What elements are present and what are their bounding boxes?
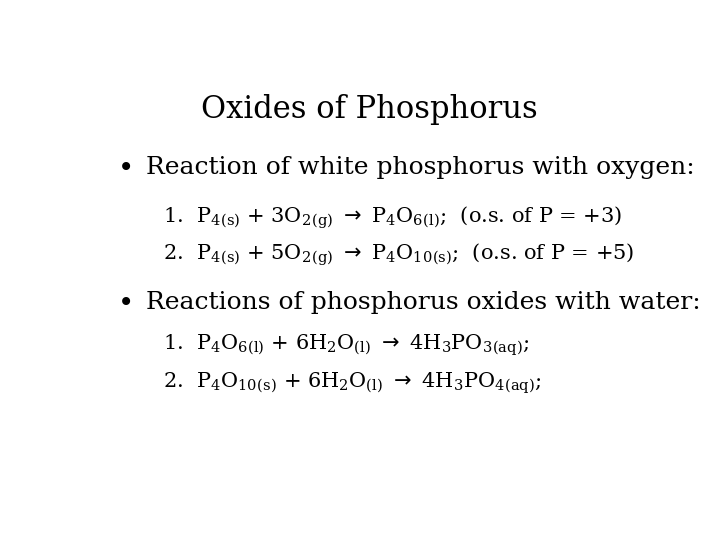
Text: 2.  $\mathregular{P_4}$$\mathregular{_{(s)}}$ + $\mathregular{5O_2}$$\mathregula: 2. $\mathregular{P_4}$$\mathregular{_{(s… (163, 241, 634, 268)
Text: 1.  $\mathregular{P_4}$$\mathregular{_{(s)}}$ + $\mathregular{3O_2}$$\mathregula: 1. $\mathregular{P_4}$$\mathregular{_{(s… (163, 204, 622, 231)
Text: Reactions of phosphorus oxides with water:: Reactions of phosphorus oxides with wate… (145, 292, 701, 314)
Text: •: • (118, 156, 134, 183)
Text: Reaction of white phosphorus with oxygen:: Reaction of white phosphorus with oxygen… (145, 156, 695, 179)
Text: 2.  $\mathregular{P_4O_{10}}$$\mathregular{_{(s)}}$ + $\mathregular{6H_2O}$$\mat: 2. $\mathregular{P_4O_{10}}$$\mathregula… (163, 370, 541, 396)
Text: Oxides of Phosphorus: Oxides of Phosphorus (201, 94, 537, 125)
Text: •: • (118, 292, 134, 319)
Text: 1.  $\mathregular{P_4O_6}$$\mathregular{_{(l)}}$ + $\mathregular{6H_2O}$$\mathre: 1. $\mathregular{P_4O_6}$$\mathregular{_… (163, 333, 528, 359)
